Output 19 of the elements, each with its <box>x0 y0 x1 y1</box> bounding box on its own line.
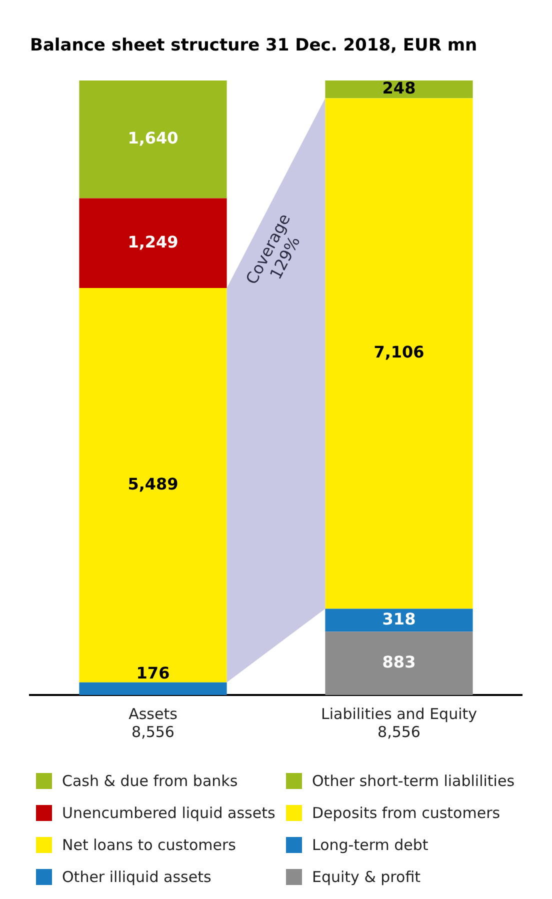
chart-title: Balance sheet structure 31 Dec. 2018, EUR mn <box>30 36 478 56</box>
data-label: 5,489 <box>128 474 178 494</box>
legend-label: Unencumbered liquid assets <box>62 804 276 822</box>
legend-label: Long-term debt <box>312 836 428 854</box>
x-tick-label: Assets 8,556 <box>128 704 178 741</box>
data-label: 176 <box>136 664 170 683</box>
data-label: 1,640 <box>128 128 178 148</box>
data-label: 883 <box>382 652 416 672</box>
data-label: 7,106 <box>374 342 424 362</box>
legend-label: Other illiquid assets <box>62 868 212 886</box>
legend-label: Net loans to customers <box>62 836 236 854</box>
legend-label: Equity & profit <box>312 868 421 886</box>
data-label: 248 <box>382 78 416 98</box>
x-tick-label: Liabilities and Equity 8,556 <box>320 704 478 741</box>
data-label: 318 <box>382 609 416 628</box>
data-label: 1,249 <box>128 232 178 252</box>
legend-label: Deposits from customers <box>312 804 500 822</box>
legend-label: Other short-term liablilities <box>312 772 515 790</box>
legend-label: Cash & due from banks <box>62 772 238 790</box>
